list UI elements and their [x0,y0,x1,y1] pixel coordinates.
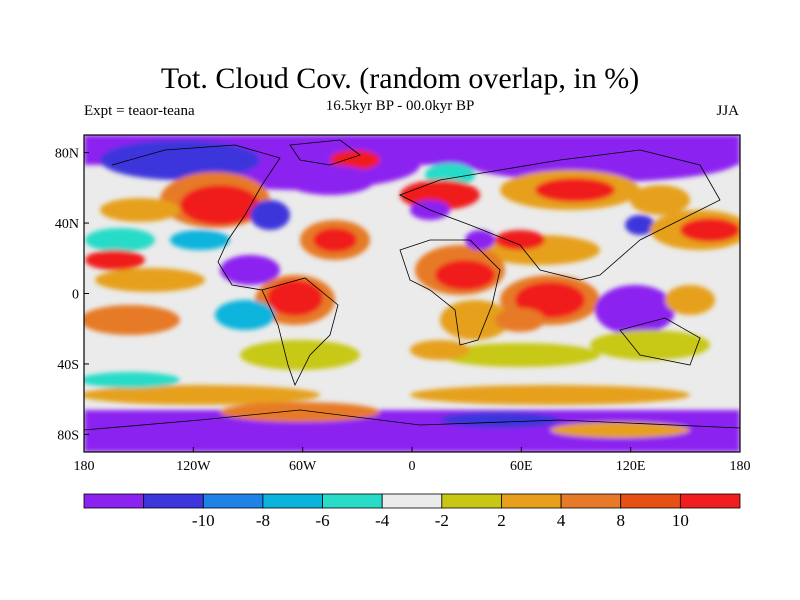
x-tick-label: 180 [730,459,751,474]
colorbar-label: 10 [672,511,689,530]
colorbar-label: -8 [256,511,270,530]
colorbar-swatch [441,493,502,509]
colorbar-label: -2 [435,511,449,530]
colorbar-swatch [560,493,622,509]
coastlines [84,139,740,431]
colorbar-label: -4 [375,511,390,530]
colorbar-swatch [679,493,741,509]
anomaly-field [84,135,740,452]
y-tick-label: 0 [72,288,79,303]
colorbar-swatch [501,493,562,509]
x-tick-label: 60E [510,459,533,474]
y-tick-label: 80N [55,147,79,162]
chart-title: Tot. Cloud Cov. (random overlap, in %) [160,62,640,95]
y-tick-label: 40N [55,217,79,232]
colorbar-label: 4 [557,511,566,530]
colorbar-swatch [202,493,264,509]
y-tick-label: 80S [57,428,79,443]
colorbar-swatch [262,493,323,509]
experiment-label: Expt = teaor-teana [84,103,195,119]
y-tick-label: 40S [57,358,79,373]
x-tick-label: 120E [616,459,646,474]
colorbar-label: -6 [315,511,329,530]
colorbar-label: 8 [616,511,625,530]
colorbar-label: -10 [192,511,215,530]
colorbar-label: 2 [497,511,506,530]
x-tick-label: 0 [409,459,416,474]
x-tick-label: 120W [176,459,211,474]
axis-ticks: 180 120W 60W 0 60E 120E 180 80N 40N 0 40S 80S [55,147,751,474]
x-tick-label: 180 [74,459,95,474]
colorbar-swatch [143,493,204,509]
season-label: JJA [716,103,739,119]
x-tick-label: 60W [289,459,317,474]
colorbar-swatch [322,493,383,509]
colorbar-swatch [381,493,443,509]
chart-subtitle: 16.5kyr BP - 00.0kyr BP [325,98,475,114]
colorbar-swatch [620,493,681,509]
colorbar: -10 -8 -6 -4 -2 2 4 8 10 [83,493,741,530]
colorbar-swatch [83,493,145,509]
